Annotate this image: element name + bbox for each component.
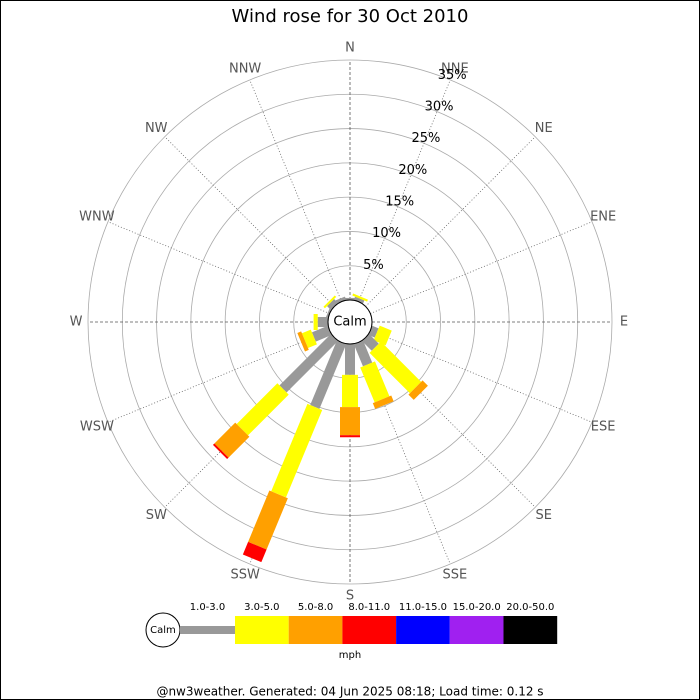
- sector: [313, 314, 329, 330]
- r-tick-label: 25%: [411, 131, 440, 146]
- bar-segment: [242, 541, 267, 563]
- bar-segment: [248, 490, 288, 550]
- bar-segment: [352, 293, 368, 302]
- bar-segment: [372, 395, 394, 409]
- r-tick-label: 30%: [425, 100, 454, 115]
- bar-segment: [325, 308, 332, 319]
- legend-label: 8.0-11.0: [348, 602, 390, 613]
- chart-title: Wind rose for 30 Oct 2010: [232, 6, 469, 27]
- sector: [362, 334, 428, 400]
- bar-segment: [408, 380, 428, 400]
- sector: [352, 293, 368, 304]
- sector: [353, 340, 394, 409]
- bar-segment: [369, 341, 422, 394]
- bar-segment: [236, 383, 289, 436]
- direction-label: WNW: [79, 210, 115, 225]
- calm-circle: [327, 299, 373, 345]
- legend-swatch: [396, 616, 450, 644]
- footer: @nw3weather. Generated: 04 Jun 2025 08:1…: [156, 685, 543, 699]
- bar-segment: [340, 407, 360, 436]
- legend-swatch: [449, 616, 504, 644]
- legend-label: 3.0-5.0: [244, 602, 279, 613]
- bar-segment: [297, 331, 309, 352]
- legend-swatch: [180, 626, 235, 634]
- calm-label: Calm: [333, 315, 366, 330]
- bar-segment: [360, 361, 390, 403]
- legend-label: 15.0-20.0: [453, 602, 501, 613]
- legend-swatch: [235, 616, 289, 644]
- direction-label: W: [70, 315, 83, 330]
- bar-segment: [310, 340, 347, 409]
- spoke: [107, 221, 330, 314]
- direction-label: SSW: [230, 568, 260, 583]
- ring: [87, 59, 613, 585]
- bar-segment: [301, 329, 317, 349]
- spoke: [370, 330, 593, 423]
- bar-segment: [373, 325, 392, 346]
- direction-label: WSW: [80, 419, 114, 434]
- bar-segment: [345, 297, 355, 300]
- legend-label: 11.0-15.0: [399, 602, 447, 613]
- sector: [345, 297, 355, 300]
- sector: [368, 325, 392, 346]
- direction-label: SE: [536, 508, 552, 523]
- sector: [325, 308, 332, 319]
- direction-label: ENE: [590, 210, 616, 225]
- bar-segment: [313, 314, 318, 330]
- sector: [340, 344, 360, 438]
- direction-label: SSE: [442, 568, 467, 583]
- direction-label: ESE: [591, 419, 616, 434]
- direction-label: S: [346, 589, 354, 604]
- legend-label: 1.0-3.0: [190, 602, 225, 613]
- spoke: [107, 330, 330, 423]
- direction-label: NE: [535, 121, 553, 136]
- legend-label: 20.0-50.0: [506, 602, 554, 613]
- bar-segment: [214, 422, 250, 458]
- spoke: [249, 79, 342, 302]
- r-tick-label: 15%: [385, 195, 414, 210]
- bar-segment: [353, 340, 373, 367]
- direction-label: NNW: [229, 61, 261, 76]
- legend-swatch: [288, 616, 343, 644]
- bar-segment: [327, 299, 338, 310]
- legend-swatch: [503, 616, 558, 644]
- r-tick-label: 5%: [363, 258, 384, 273]
- bar-segment: [342, 374, 358, 408]
- sector: [323, 295, 338, 310]
- bar-segment: [323, 295, 337, 309]
- legend-calm: Calm: [150, 625, 176, 636]
- bar-segment: [311, 325, 332, 342]
- direction-label: N: [345, 41, 355, 56]
- direction-label: NNE: [441, 61, 469, 76]
- legend-unit: mph: [339, 650, 361, 661]
- bar-segment: [353, 296, 365, 304]
- sector: [212, 334, 338, 460]
- r-tick-label: 10%: [372, 226, 401, 241]
- bar-segment: [368, 325, 379, 338]
- bar-segment: [279, 334, 338, 393]
- spoke: [370, 221, 593, 314]
- bar-segment: [212, 443, 229, 460]
- r-tick-label: 20%: [398, 163, 427, 178]
- direction-label: NW: [145, 121, 168, 136]
- spoke: [365, 136, 536, 307]
- bar-segment: [317, 317, 329, 327]
- bar-segment: [345, 344, 355, 375]
- r-tick-label: 35%: [438, 68, 467, 83]
- bar-segment: [362, 334, 379, 351]
- direction-label: E: [620, 315, 628, 330]
- direction-label: SW: [146, 508, 167, 523]
- bar-segment: [271, 403, 323, 498]
- bar-segment: [335, 296, 347, 304]
- sector: [335, 296, 347, 304]
- sector: [297, 325, 332, 352]
- spoke: [358, 79, 451, 302]
- legend-label: 5.0-8.0: [298, 602, 333, 613]
- legend-swatch: [342, 616, 397, 644]
- bar-segment: [340, 435, 360, 438]
- sector: [242, 340, 347, 563]
- spoke: [164, 136, 335, 307]
